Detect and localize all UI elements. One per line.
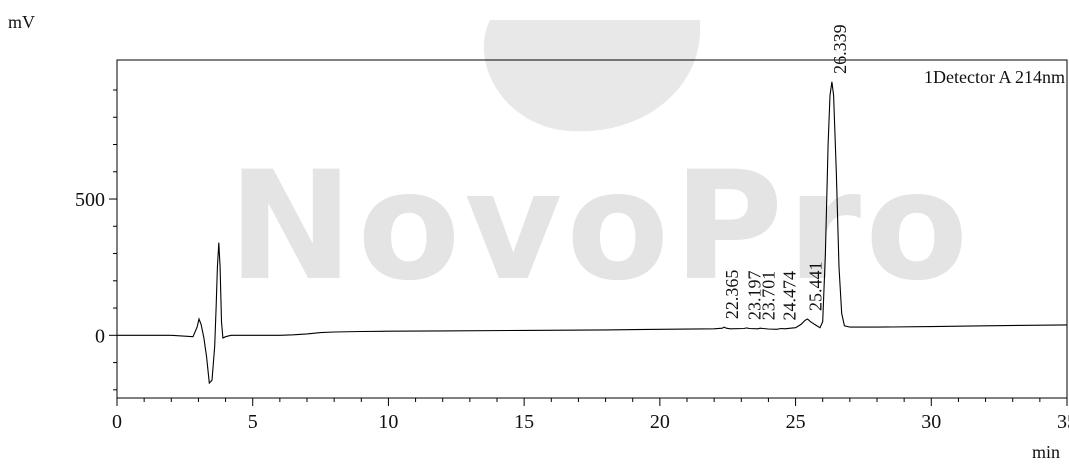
y-axis-title: mV	[8, 12, 35, 32]
x-tick-label: 35	[1057, 411, 1069, 433]
x-tick-label: 5	[248, 411, 258, 433]
x-tick-label: 0	[112, 411, 122, 433]
x-tick-label: 25	[786, 411, 806, 433]
x-tick-label: 10	[378, 411, 398, 433]
x-axis-title: min	[1032, 442, 1060, 462]
detector-trace-line	[117, 81, 1068, 385]
watermark-leaf-logo	[483, 20, 700, 132]
x-tick-label: 15	[514, 411, 534, 433]
peak-label: 23.197	[745, 270, 765, 320]
peak-label: 25.441	[806, 261, 826, 311]
plot-frame	[116, 59, 1068, 399]
y-axis: 0 500	[75, 89, 117, 391]
watermark-text: NovoPro	[228, 140, 972, 314]
peak-label: 26.339	[830, 24, 850, 74]
legend-label: 1Detector A 214nm	[924, 67, 1065, 87]
y-tick-label: 500	[75, 189, 105, 211]
peak-label: 22.365	[722, 270, 742, 320]
watermark: NovoPro	[228, 20, 972, 314]
x-axis: 0 5 10 15 20 25 30 35	[112, 398, 1069, 433]
x-tick-label: 30	[921, 411, 941, 433]
peak-label: 23.701	[758, 271, 778, 321]
peak-label: 24.474	[779, 271, 799, 321]
x-tick-label: 20	[650, 411, 670, 433]
y-tick-label: 0	[95, 325, 105, 347]
